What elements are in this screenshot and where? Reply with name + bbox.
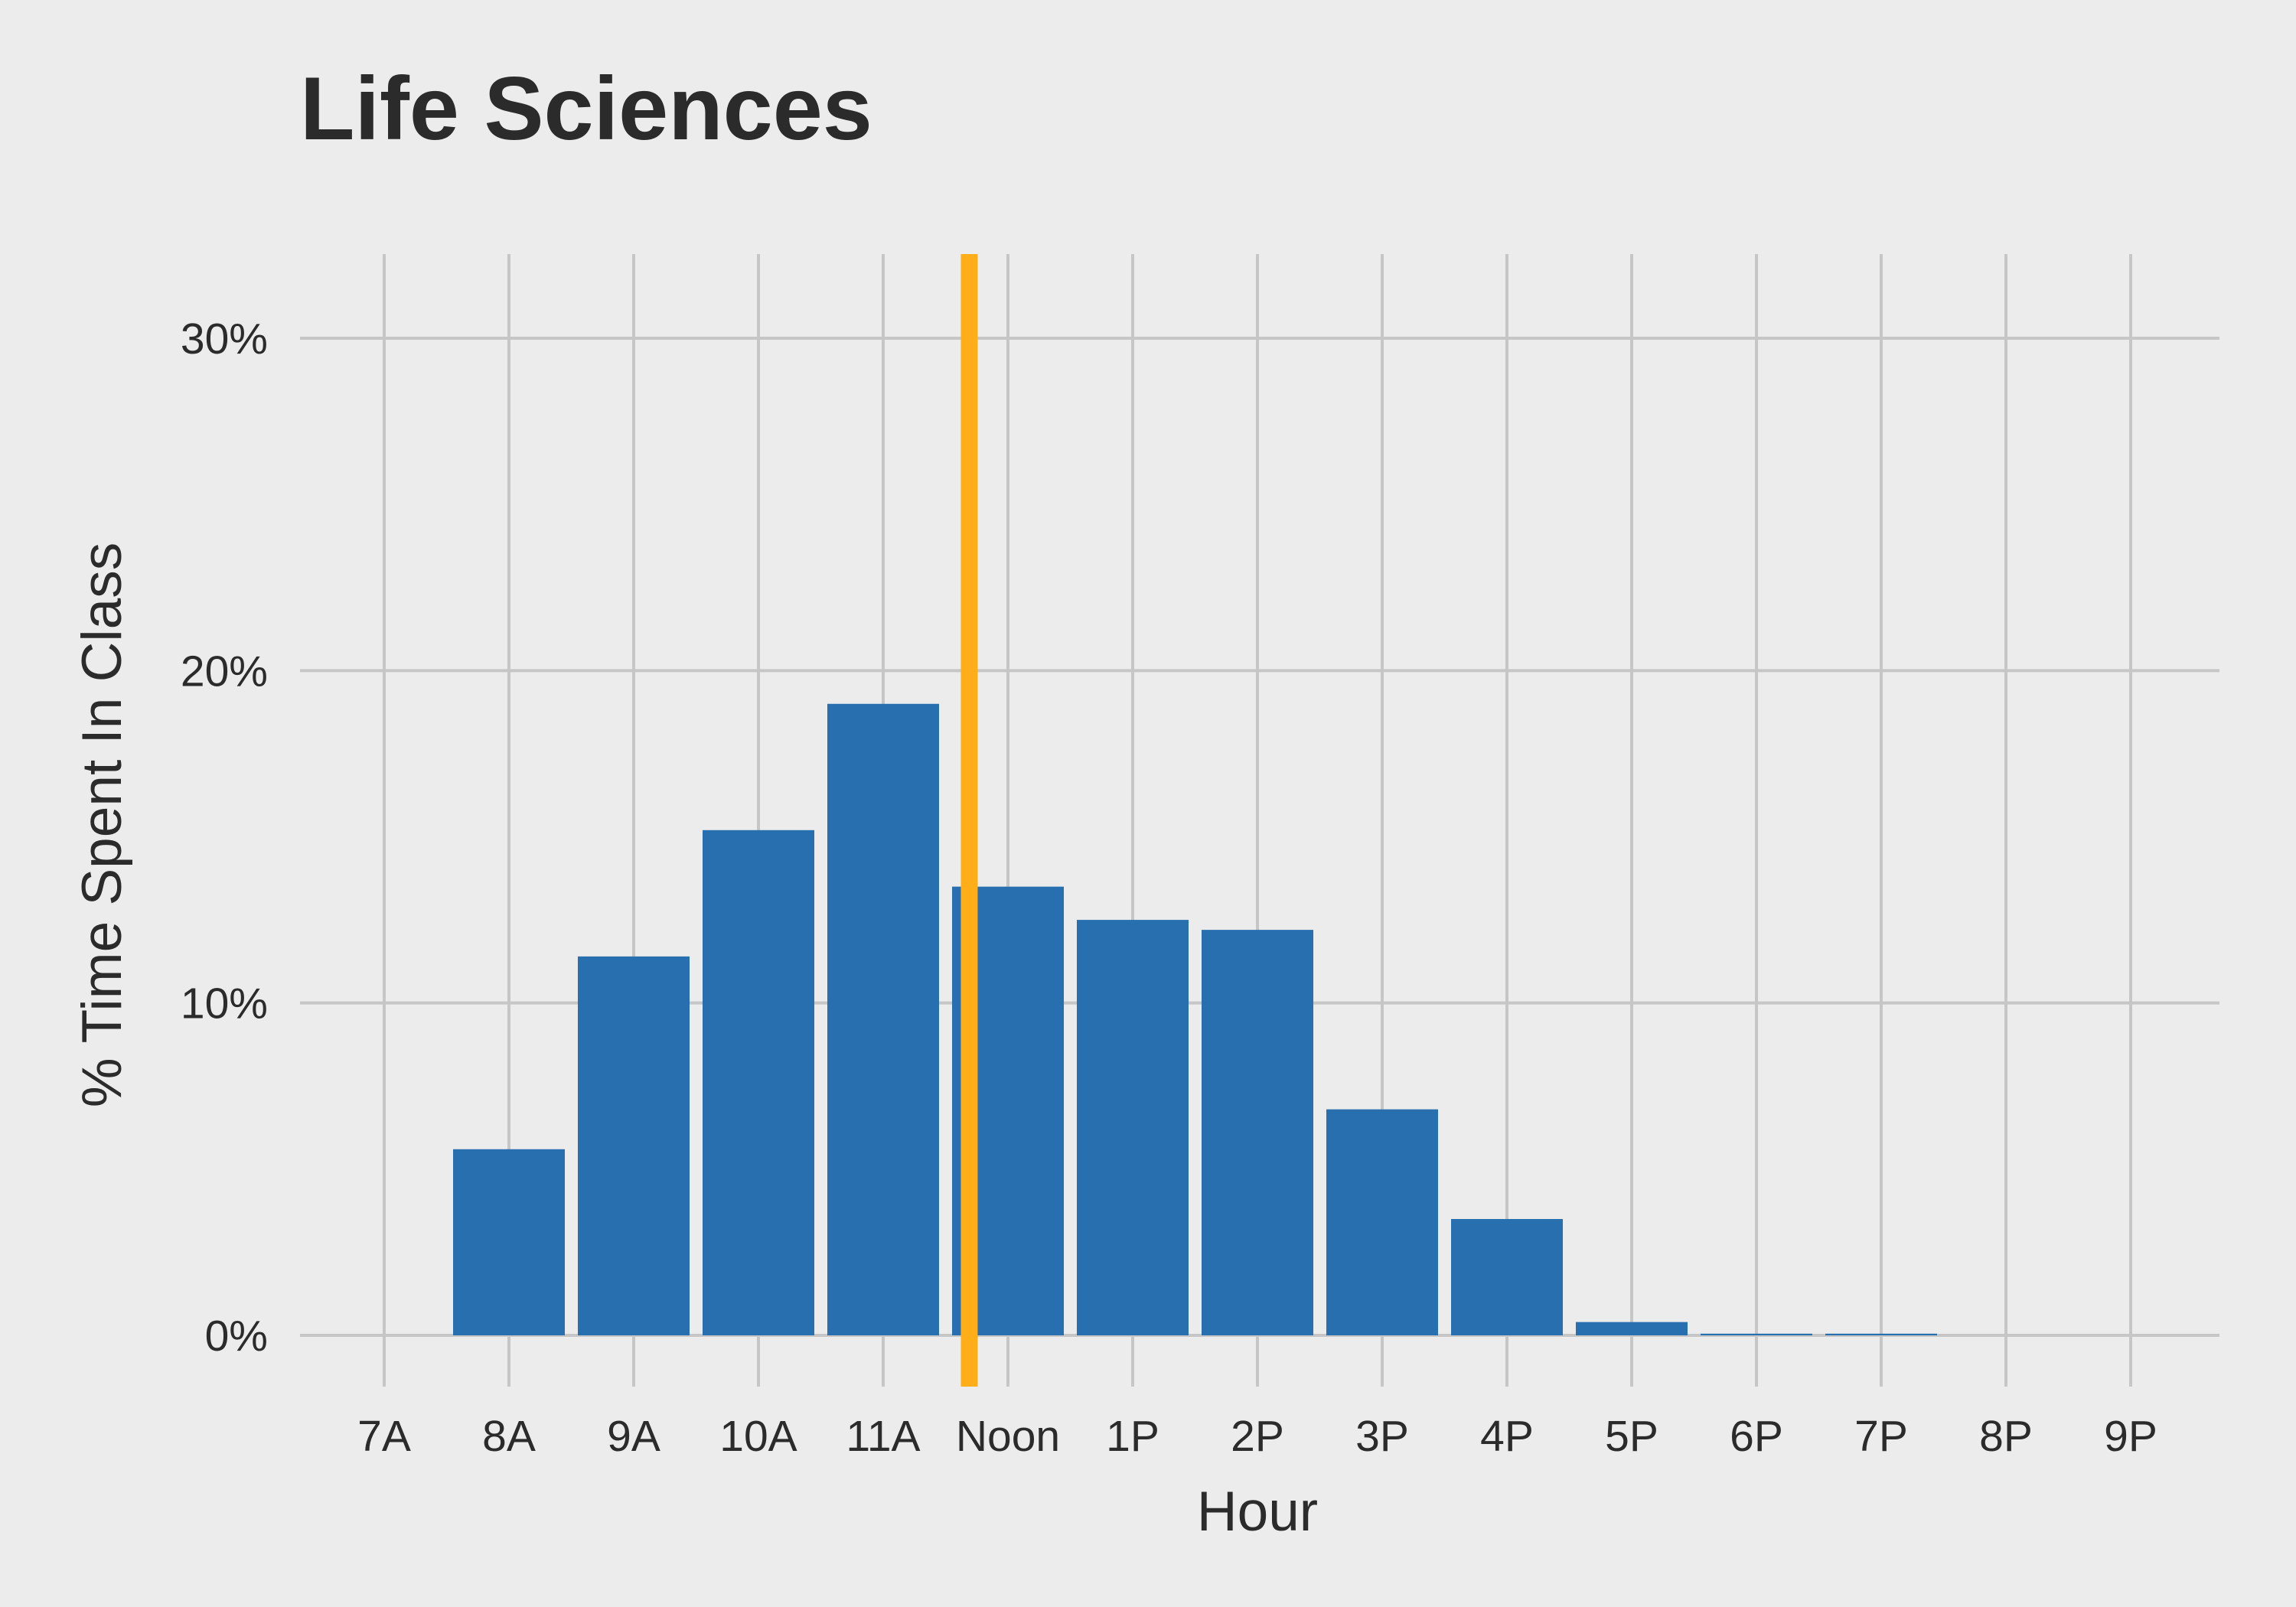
x-tick-label: 7P (1854, 1412, 1908, 1461)
x-tick-label: 5P (1605, 1412, 1658, 1461)
x-tick-label: 4P (1480, 1412, 1534, 1461)
x-tick-label: 8A (482, 1412, 536, 1461)
x-tick-label: 10A (719, 1412, 797, 1461)
y-tick-label: 30% (181, 315, 268, 363)
y-tick-label: 20% (181, 647, 268, 696)
y-axis-title: % Time Spent In Class (71, 543, 133, 1107)
bar-9a (578, 956, 690, 1335)
x-tick-labels: 7A 8A 9A 10A 11A Noon 1P 2P 3P 4P 5P 6P 7P 8P 9P (357, 1412, 2157, 1461)
bar-8a (453, 1149, 565, 1335)
y-tick-label: 0% (205, 1312, 268, 1361)
bar-10a (703, 830, 814, 1335)
x-tick-label: 7A (357, 1412, 411, 1461)
x-tick-label: 8P (1979, 1412, 2033, 1461)
x-tick-label: 3P (1355, 1412, 1409, 1461)
bar-3p (1326, 1109, 1438, 1335)
chart-title: Life Sciences (300, 58, 872, 158)
bars (453, 703, 1937, 1335)
bar-2p (1202, 930, 1313, 1335)
bar-4p (1451, 1218, 1563, 1335)
x-tick-label: 11A (846, 1412, 920, 1461)
x-tick-label: 9P (2104, 1412, 2157, 1461)
x-tick-label: Noon (956, 1412, 1060, 1461)
y-tick-labels: 0% 10% 20% 30% (181, 315, 268, 1361)
x-tick-label: 6P (1730, 1412, 1783, 1461)
x-tick-label: 2P (1231, 1412, 1284, 1461)
y-tick-label: 10% (181, 980, 268, 1028)
bar-7p (1825, 1333, 1937, 1335)
bar-1p (1077, 920, 1189, 1335)
x-tick-label: 1P (1106, 1412, 1159, 1461)
x-tick-label: 9A (607, 1412, 660, 1461)
bar-5p (1576, 1322, 1688, 1335)
x-axis-title: Hour (1197, 1481, 1318, 1543)
bar-11a (827, 703, 939, 1335)
bar-6p (1701, 1333, 1812, 1335)
